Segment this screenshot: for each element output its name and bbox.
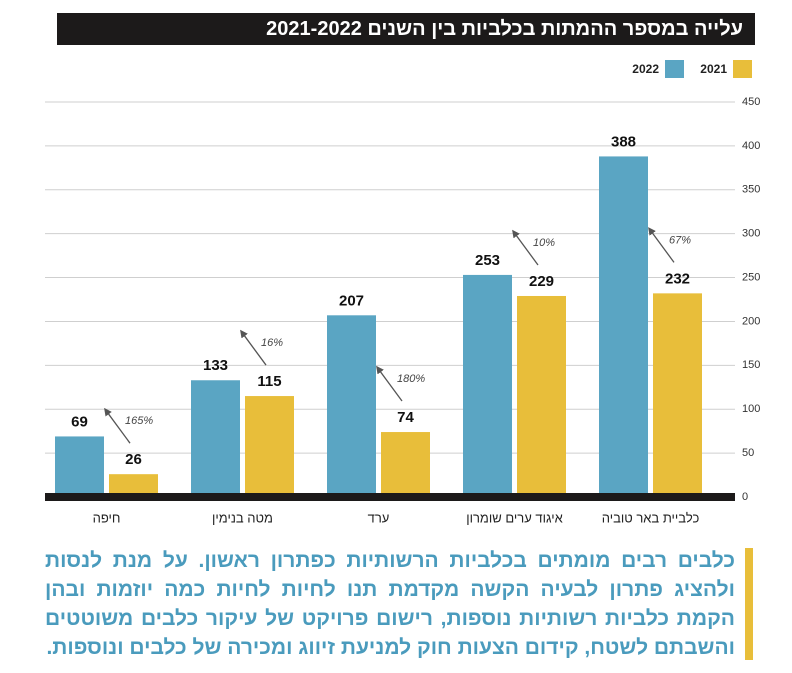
value-label: 229 [529, 273, 554, 290]
baseline [45, 493, 735, 501]
change-arrow [240, 329, 267, 366]
bar [517, 295, 566, 497]
change-label: 16% [261, 337, 283, 349]
y-tick-label: 300 [742, 228, 760, 240]
value-label: 115 [257, 373, 281, 390]
value-label: 232 [665, 270, 690, 287]
bar [381, 432, 430, 497]
change-arrow [376, 365, 403, 402]
change-arrow [648, 227, 675, 263]
x-tick-label: איגוד ערים שומרון [466, 510, 563, 525]
legend-swatch [733, 60, 752, 78]
y-tick-label: 50 [742, 447, 754, 459]
x-tick-label: מטה בנימין [212, 510, 273, 525]
bar [653, 293, 702, 497]
bar [191, 380, 240, 497]
legend-swatch [665, 60, 684, 78]
bar [109, 474, 158, 497]
bar [599, 156, 648, 497]
y-tick-label: 450 [742, 96, 760, 108]
y-tick-label: 200 [742, 315, 760, 327]
legend-label: 2022 [632, 62, 659, 76]
legend-label: 2021 [700, 62, 727, 76]
change-arrow [512, 229, 539, 266]
bar [327, 315, 376, 497]
value-label: 207 [339, 292, 364, 309]
caption-accent [745, 548, 753, 660]
value-label: 253 [475, 252, 500, 269]
change-label: 10% [533, 237, 555, 249]
value-label: 69 [71, 413, 88, 430]
y-tick-label: 250 [742, 271, 760, 283]
value-label: 26 [125, 451, 142, 468]
y-tick-label: 150 [742, 359, 760, 371]
chart-title: עלייה במספר ההמתות בכלביות בין השנים 202… [57, 13, 755, 45]
value-label: 388 [611, 133, 636, 150]
caption: כלבים רבים מומתים בכלביות הרשותיות כפתרו… [45, 549, 735, 659]
change-arrow [104, 407, 131, 444]
change-label: 165% [125, 415, 153, 427]
x-tick-label: חיפה [93, 510, 121, 525]
bar [55, 436, 104, 497]
value-label: 74 [397, 409, 414, 426]
y-tick-label: 0 [742, 491, 748, 503]
y-tick-label: 400 [742, 140, 760, 152]
change-label: 180% [397, 373, 425, 385]
change-label: 67% [669, 234, 691, 246]
bar [463, 274, 512, 497]
bar [245, 396, 294, 497]
x-tick-label: ערד [368, 510, 390, 525]
x-tick-label: כלביית באר טוביה [602, 510, 700, 525]
y-tick-label: 100 [742, 403, 760, 415]
value-label: 133 [203, 357, 228, 374]
y-tick-label: 350 [742, 184, 760, 196]
